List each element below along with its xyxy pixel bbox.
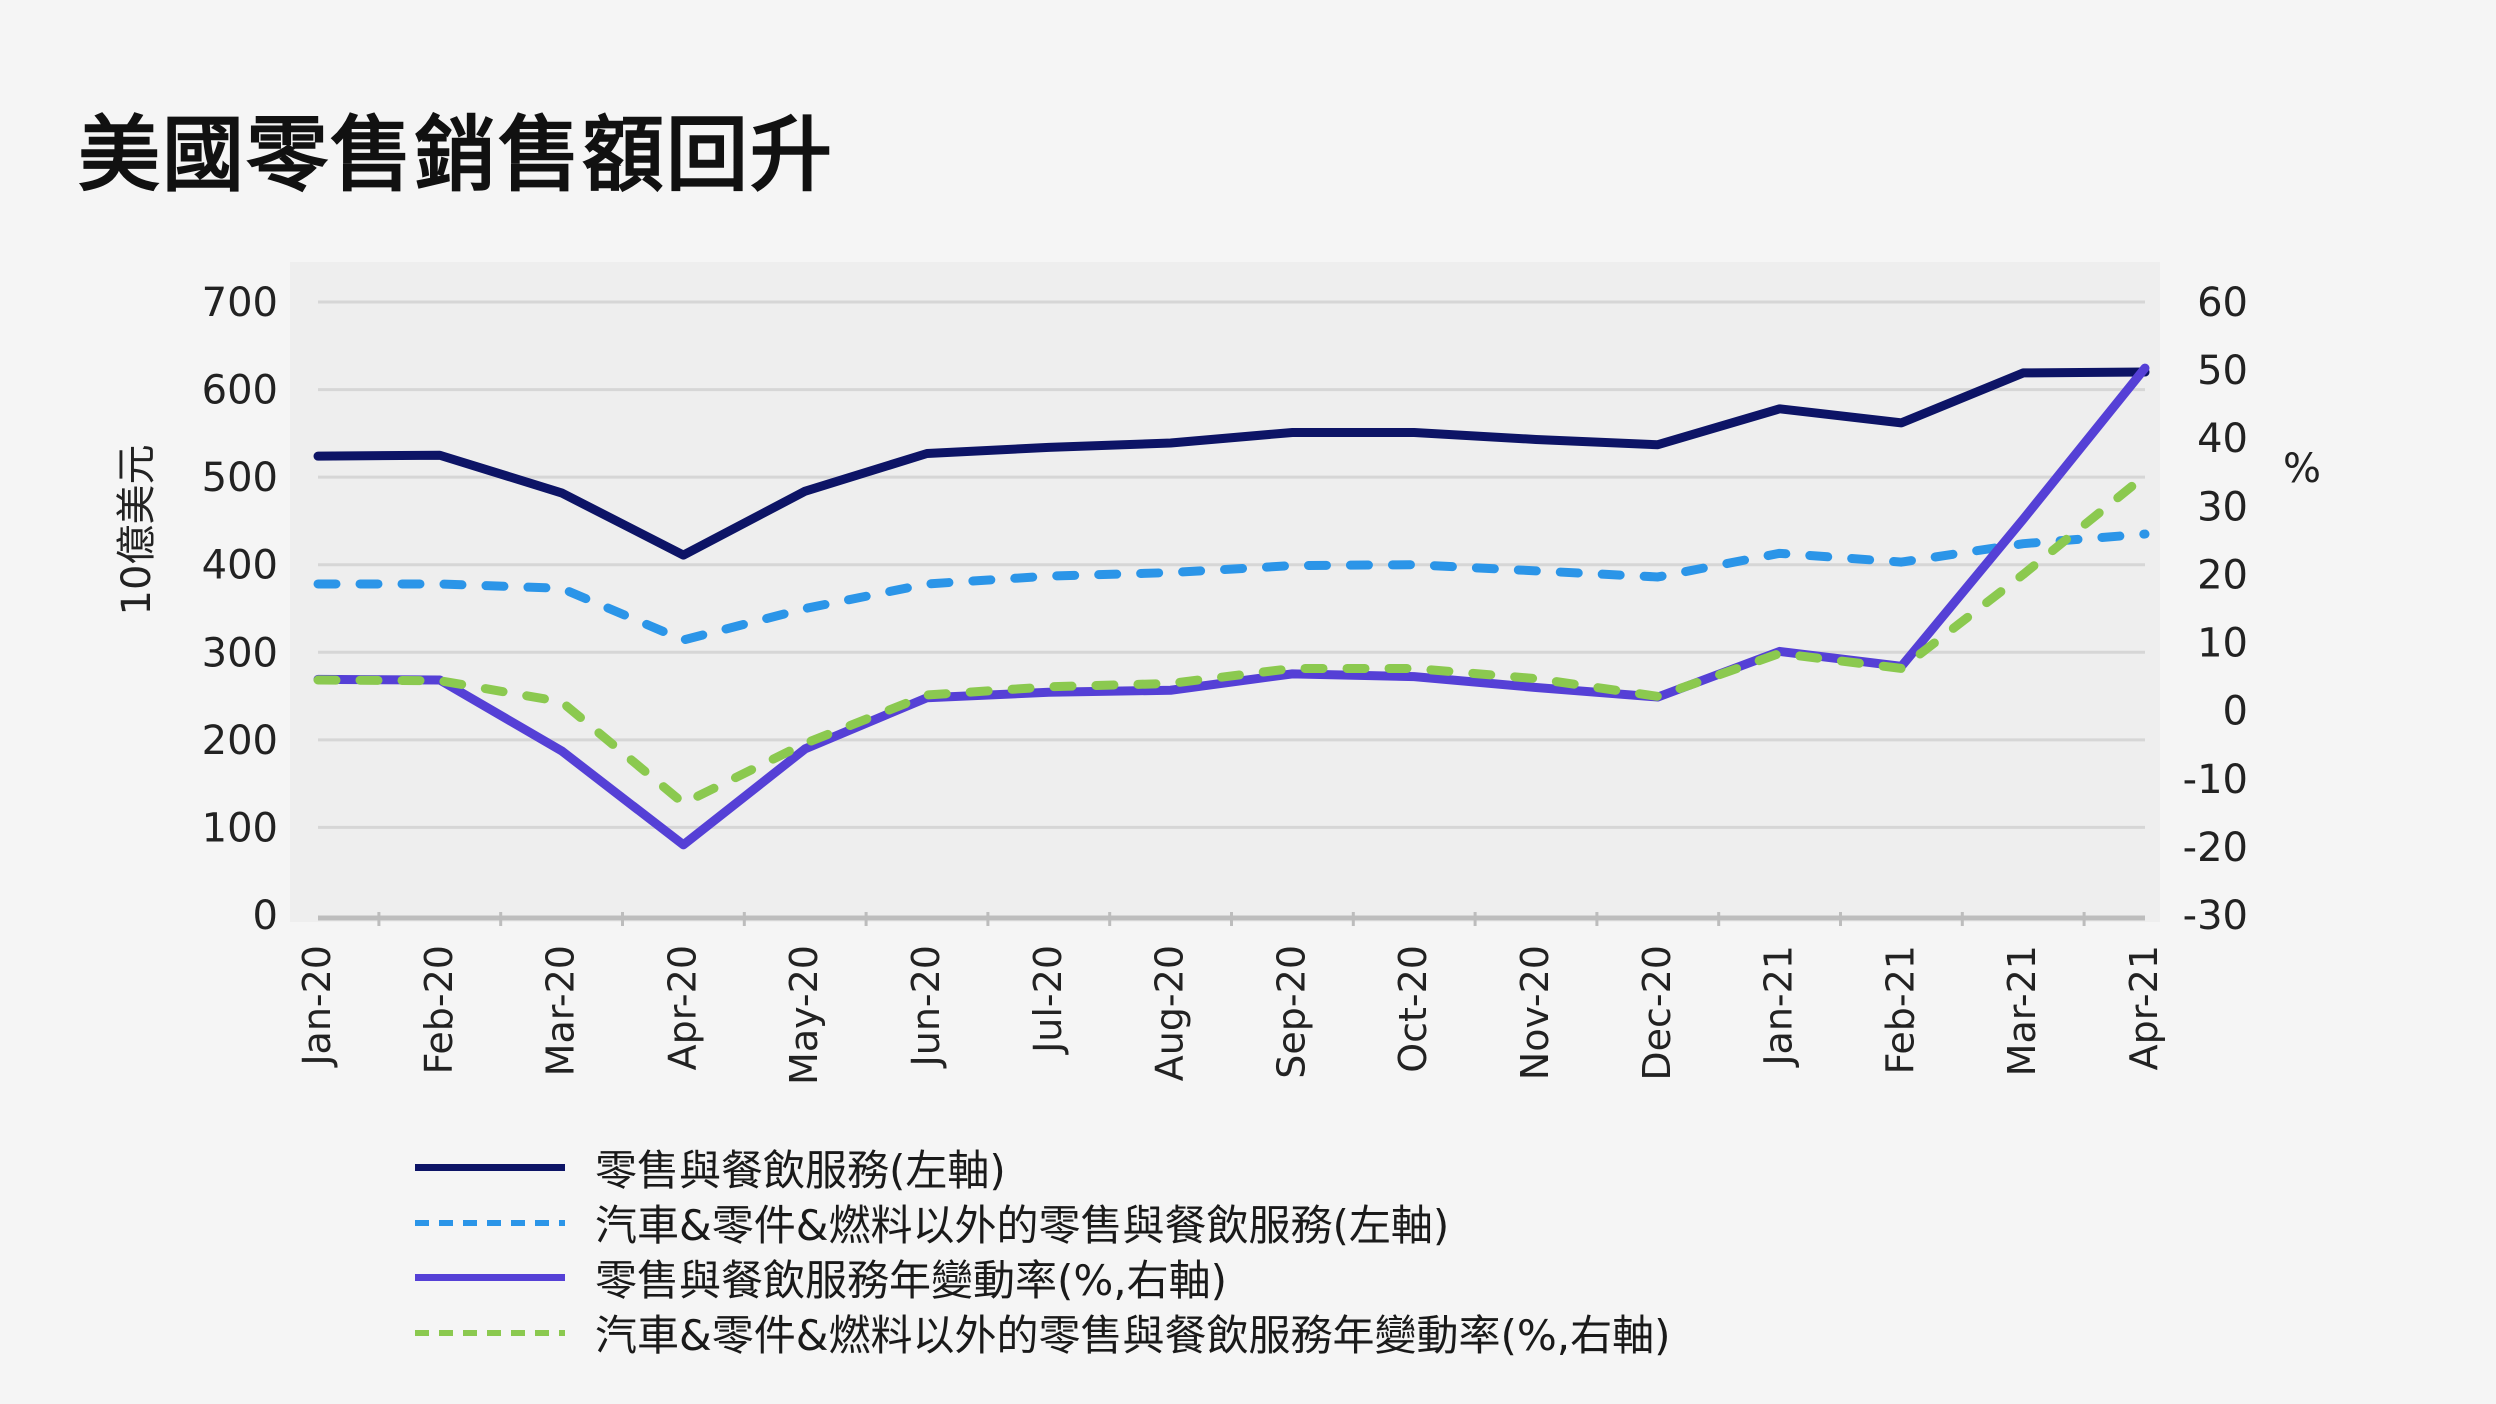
x-tick-label: Oct-20: [1391, 945, 1435, 1073]
y-right-tick-label: -30: [2183, 893, 2248, 939]
legend-item: 零售與餐飲服務年變動率(%,右軸): [415, 1250, 1671, 1305]
legend-label: 汽車&零件&燃料以外的零售與餐飲服務年變動率(%,右軸): [595, 1311, 1671, 1360]
y-right-tick-label: 20: [2197, 552, 2248, 598]
legend-swatch: [415, 1329, 565, 1336]
legend-label: 汽車&零件&燃料以外的零售與餐飲服務(左軸): [595, 1201, 1450, 1250]
legend-item: 汽車&零件&燃料以外的零售與餐飲服務年變動率(%,右軸): [415, 1305, 1671, 1360]
y-right-tick-label: -20: [2183, 825, 2248, 871]
x-tick-label: Feb-20: [417, 945, 461, 1074]
x-tick-label: Dec-20: [1635, 945, 1679, 1081]
legend: 零售與餐飲服務(左軸) 汽車&零件&燃料以外的零售與餐飲服務(左軸) 零售與餐飲服務…: [415, 1140, 1671, 1360]
y-left-tick-label: 700: [202, 280, 278, 326]
y-right-tick-label: 10: [2197, 621, 2248, 667]
x-tick-label: Apr-20: [660, 945, 704, 1070]
x-tick-label: May-20: [782, 945, 826, 1085]
x-tick-label: Jun-20: [904, 945, 948, 1068]
legend-item: 汽車&零件&燃料以外的零售與餐飲服務(左軸): [415, 1195, 1671, 1250]
y-right-axis-title: %: [2283, 446, 2321, 492]
y-right-tick-label: -10: [2183, 757, 2248, 803]
legend-swatch: [415, 1164, 565, 1171]
page-title: 美國零售銷售額回升: [78, 108, 835, 203]
y-left-axis-title: 10億美元: [114, 445, 160, 616]
y-right-tick-label: 30: [2197, 484, 2248, 530]
x-tick-label: Aug-20: [1148, 945, 1192, 1081]
x-tick-label: Sep-20: [1269, 945, 1313, 1079]
x-tick-label: Mar-21: [2000, 945, 2044, 1076]
x-tick-label: Apr-21: [2122, 945, 2166, 1070]
y-left-tick-label: 500: [202, 455, 278, 501]
legend-label: 零售與餐飲服務年變動率(%,右軸): [595, 1256, 1228, 1305]
y-left-tick-label: 200: [202, 718, 278, 764]
x-tick-label: Feb-21: [1878, 945, 1922, 1074]
plot-background: [290, 262, 2160, 922]
y-right-tick-label: 0: [2223, 689, 2248, 735]
y-left-tick-label: 400: [202, 543, 278, 589]
x-tick-label: Nov-20: [1513, 945, 1557, 1080]
series-lines: [313, 363, 2150, 850]
x-tick-label: Mar-20: [539, 945, 583, 1076]
x-tick-label: Jan-21: [1757, 945, 1801, 1068]
tick-labels: 0 100 200 300 400 500 600 700 -30 -20 -10 0 10 20 30 40…: [114, 280, 2321, 1085]
y-left-tick-label: 100: [202, 805, 278, 851]
gridlines: [318, 300, 2145, 829]
legend-swatch: [415, 1274, 565, 1281]
legend-item: 零售與餐飲服務(左軸): [415, 1140, 1671, 1195]
y-left-tick-label: 600: [202, 368, 278, 414]
x-tick-label: Jul-20: [1026, 945, 1070, 1055]
x-tick-label: Jan-20: [295, 945, 339, 1068]
y-right-tick-label: 40: [2197, 416, 2248, 462]
y-left-tick-label: 0: [253, 893, 278, 939]
y-right-tick-label: 50: [2197, 348, 2248, 394]
axes: [318, 912, 2145, 926]
series-line-2: [313, 529, 2150, 645]
legend-swatch: [415, 1219, 565, 1226]
series-line-1: [313, 367, 2150, 560]
series-line-4: [313, 471, 2150, 808]
y-right-tick-label: 60: [2197, 280, 2248, 326]
legend-label: 零售與餐飲服務(左軸): [595, 1146, 1006, 1195]
y-left-tick-label: 300: [202, 630, 278, 676]
